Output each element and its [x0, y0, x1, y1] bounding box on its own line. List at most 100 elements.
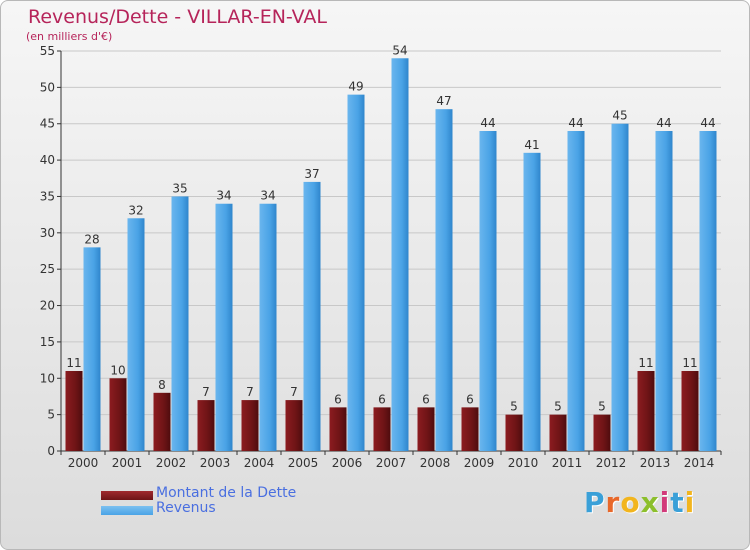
y-tick-label: 10: [40, 371, 55, 385]
data-label-revenus: 34: [260, 189, 275, 203]
bar-dette: [637, 371, 655, 451]
x-tick-label: 2009: [464, 456, 495, 470]
y-tick-label: 35: [40, 189, 55, 203]
bar-revenus: [611, 123, 629, 452]
bar-dette: [593, 414, 611, 451]
data-label-revenus: 47: [436, 94, 451, 108]
bar-revenus: [479, 131, 497, 451]
bar-dette: [65, 371, 83, 451]
x-tick-label: 2010: [508, 456, 539, 470]
bar-revenus: [567, 131, 585, 451]
bar-dette: [153, 392, 171, 451]
data-label-revenus: 49: [348, 80, 363, 94]
x-tick-label: 2011: [552, 456, 583, 470]
data-label-revenus: 32: [128, 203, 143, 217]
bar-revenus: [523, 152, 541, 451]
bar-dette: [549, 414, 567, 451]
bar-revenus: [83, 247, 101, 451]
y-tick-label: 15: [40, 335, 55, 349]
data-label-revenus: 44: [568, 116, 583, 130]
legend-label-dette: Montant de la Dette: [156, 485, 297, 501]
bar-revenus: [259, 203, 277, 451]
proxiti-logo: Proxiti: [584, 486, 695, 519]
bar-dette: [329, 407, 347, 451]
y-tick-label: 40: [40, 153, 55, 167]
bar-dette: [197, 400, 215, 451]
data-label-dette: 5: [510, 400, 518, 414]
bar-dette: [109, 378, 127, 451]
data-label-dette: 11: [66, 356, 81, 370]
bar-dette: [241, 400, 259, 451]
x-tick-label: 2007: [376, 456, 407, 470]
bar-revenus: [215, 203, 233, 451]
data-label-dette: 10: [110, 363, 125, 377]
x-tick-label: 2004: [244, 456, 275, 470]
bar-revenus: [303, 181, 321, 451]
bar-revenus: [347, 94, 365, 452]
bar-revenus: [127, 218, 145, 451]
bar-revenus: [435, 109, 453, 451]
legend-swatch-dette: [101, 491, 153, 500]
data-label-dette: 7: [290, 385, 298, 399]
x-tick-label: 2013: [640, 456, 671, 470]
data-label-dette: 11: [638, 356, 653, 370]
bar-dette: [285, 400, 303, 451]
bar-dette: [373, 407, 391, 451]
data-label-dette: 5: [554, 400, 562, 414]
legend-swatch-revenus: [101, 506, 153, 515]
data-label-dette: 6: [466, 392, 474, 406]
y-tick-label: 45: [40, 117, 55, 131]
data-label-revenus: 35: [172, 181, 187, 195]
bar-revenus: [699, 131, 717, 451]
logo-letter: i: [684, 486, 696, 519]
y-tick-label: 5: [47, 408, 55, 422]
data-label-revenus: 41: [524, 138, 539, 152]
logo-letter: r: [605, 486, 621, 519]
logo-letter: t: [670, 486, 685, 519]
x-tick-label: 2000: [68, 456, 99, 470]
data-label-dette: 6: [422, 392, 430, 406]
chart-subtitle: (en milliers d'€): [26, 30, 113, 43]
bar-dette: [505, 414, 523, 451]
data-label-revenus: 44: [700, 116, 715, 130]
x-tick-label: 2008: [420, 456, 451, 470]
data-label-revenus: 34: [216, 189, 231, 203]
x-tick-label: 2001: [112, 456, 143, 470]
data-label-dette: 11: [682, 356, 697, 370]
data-label-revenus: 44: [656, 116, 671, 130]
y-tick-label: 0: [47, 444, 55, 458]
data-label-dette: 6: [334, 392, 342, 406]
y-tick-label: 55: [40, 44, 55, 58]
data-label-dette: 5: [598, 400, 606, 414]
y-tick-label: 25: [40, 262, 55, 276]
data-label-revenus: 54: [392, 43, 407, 57]
x-tick-label: 2006: [332, 456, 363, 470]
bar-revenus: [391, 58, 409, 451]
x-tick-label: 2002: [156, 456, 187, 470]
bar-dette: [417, 407, 435, 451]
bar-revenus: [655, 131, 673, 451]
chart-title: Revenus/Dette - VILLAR-EN-VAL: [28, 6, 328, 28]
x-tick-label: 2012: [596, 456, 627, 470]
data-label-dette: 7: [246, 385, 254, 399]
legend-label-revenus: Revenus: [156, 500, 216, 516]
data-label-dette: 6: [378, 392, 386, 406]
bar-revenus: [171, 196, 189, 451]
logo-letter: i: [659, 486, 671, 519]
x-tick-label: 2005: [288, 456, 319, 470]
y-tick-label: 30: [40, 226, 55, 240]
x-tick-label: 2014: [684, 456, 715, 470]
logo-letter: P: [584, 486, 606, 519]
y-tick-label: 20: [40, 299, 55, 313]
y-tick-label: 50: [40, 80, 55, 94]
logo-letter: x: [640, 486, 660, 519]
x-tick-label: 2003: [200, 456, 231, 470]
data-label-revenus: 37: [304, 167, 319, 181]
data-label-revenus: 45: [612, 109, 627, 123]
data-label-dette: 7: [202, 385, 210, 399]
logo-letter: o: [620, 486, 641, 519]
data-label-revenus: 44: [480, 116, 495, 130]
bar-dette: [461, 407, 479, 451]
